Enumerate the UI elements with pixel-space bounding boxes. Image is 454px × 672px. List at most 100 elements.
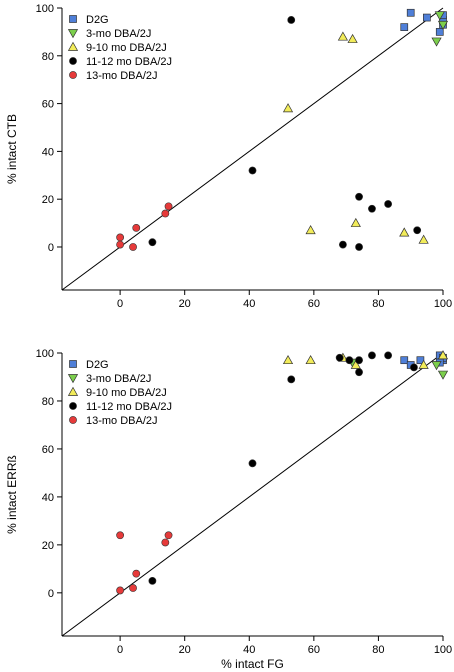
data-point [129,243,137,251]
data-point [355,192,363,201]
data-point [148,238,157,247]
y-tick-label: 100 [36,3,54,15]
data-point [413,226,422,235]
y-tick-label: 60 [42,99,54,111]
data-point [161,538,170,547]
data-point [337,31,349,41]
y-tick-label: 100 [36,348,54,360]
data-point [423,13,431,22]
legend-marker [69,402,77,410]
series-3 [282,350,449,369]
legend-label: 9-10 mo DBA/2J [86,42,167,54]
data-point [339,240,347,249]
y-tick-label: 40 [42,492,54,504]
data-point [431,361,442,371]
y-tick-label: 80 [42,396,54,408]
data-point [248,166,257,175]
series-5 [116,202,173,251]
legend: D2G 3-mo DBA/2J 9-10 mo DBA/2J 11-12 mo DBA… [67,359,172,427]
data-point [384,351,393,360]
y-tick-label: 60 [42,444,54,456]
x-tick-label: 80 [372,298,384,310]
series-5 [116,531,173,595]
legend-label: 9-10 mo DBA/2J [86,387,167,399]
y-tick-label: 0 [48,588,54,600]
x-axis-label: % intact FG [221,657,284,671]
series-4 [148,16,422,251]
data-point [350,217,361,227]
data-point [148,576,157,585]
data-point [437,370,449,380]
data-point [350,359,361,369]
data-point [406,8,415,17]
data-point [355,356,363,365]
x-tick-label: 60 [308,644,320,656]
data-point [437,350,449,360]
data-point [418,359,429,369]
legend: D2G 3-mo DBA/2J 9-10 mo DBA/2J 11-12 mo DBA… [67,14,172,82]
data-point [399,227,410,237]
data-point [410,363,418,372]
x-tick-label: 100 [434,298,452,310]
legend-marker [67,29,79,39]
y-tick-label: 80 [42,51,54,63]
legend-marker [67,386,79,396]
y-tick-label: 0 [48,242,54,254]
data-point [416,356,425,365]
legend-label: D2G [86,14,109,26]
data-point [431,37,442,47]
data-point [418,234,429,244]
data-point [345,356,354,365]
legend-label: 11-12 mo DBA/2J [86,401,172,413]
chart-panel-1: 0 20 40 60 80 100 0 20 40 60 80 100 % intact CTB D2G 3… [5,3,452,310]
series-2 [431,11,449,47]
x-tick-label: 100 [434,644,452,656]
data-point [164,531,173,540]
legend-marker [69,360,77,368]
y-tick-label: 20 [42,194,54,206]
data-point [287,16,296,24]
legend-marker [69,416,77,424]
legend-marker [69,71,77,79]
legend-label: 13-mo DBA/2J [86,415,158,427]
data-point [287,375,296,384]
data-point [434,11,445,21]
x-tick-label: 60 [308,298,320,310]
data-point [355,368,363,377]
data-point [435,28,444,36]
chart-panel-2: 0 20 40 60 80 100 0 20 40 60 80 100 % intact ERRß % i… [5,348,452,671]
data-point [400,356,409,365]
y-axis-label: % intact CTB [5,114,19,184]
legend-marker [67,374,79,384]
data-point [116,586,125,595]
legend-label: 3-mo DBA/2J [86,373,151,385]
series-3 [282,31,429,244]
data-point [116,240,125,249]
y-axis-label: % intact ERRß [5,455,19,534]
y-tick-label: 40 [42,146,54,158]
legend-label: D2G [86,359,109,371]
data-point [116,531,125,540]
x-tick-label: 0 [117,298,123,310]
data-point [368,204,376,213]
data-point [161,209,170,218]
identity-line [61,352,444,637]
series-2 [347,358,449,380]
legend-label: 11-12 mo DBA/2J [86,56,172,68]
series-4 [148,351,418,585]
legend-marker [69,15,77,23]
legend-label: 13-mo DBA/2J [86,70,158,82]
data-point [164,202,173,211]
data-point [129,584,137,592]
x-tick-label: 20 [179,298,191,310]
x-tick-label: 40 [243,644,255,656]
data-point [368,351,376,360]
data-point [132,569,141,578]
data-point [282,103,294,113]
x-tick-label: 40 [243,298,255,310]
data-point [384,200,393,208]
y-tick-label: 20 [42,540,54,552]
data-point [437,20,449,30]
x-tick-label: 0 [117,644,123,656]
